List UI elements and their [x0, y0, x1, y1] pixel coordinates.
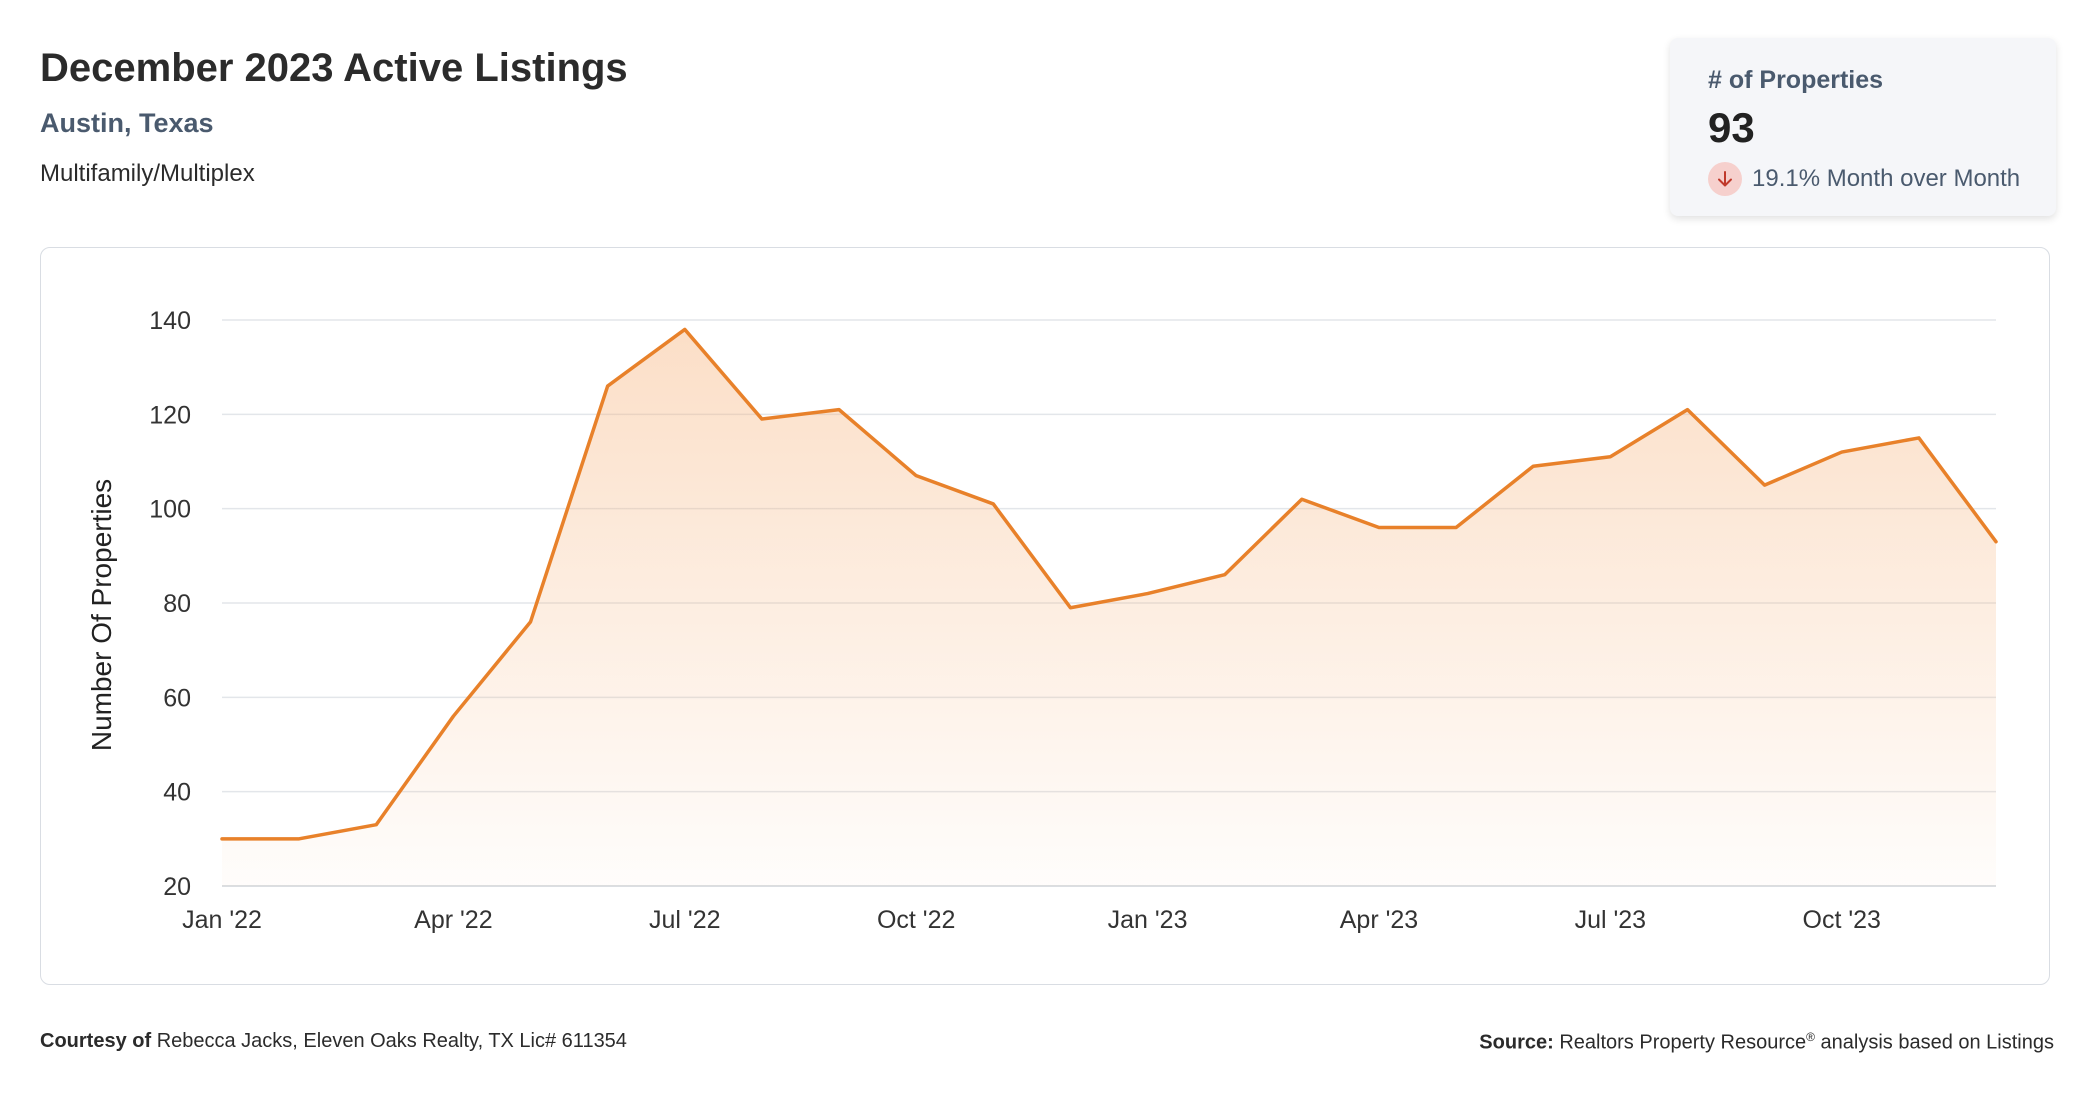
data-point[interactable] [1067, 605, 1073, 611]
data-point[interactable] [836, 407, 842, 413]
kpi-label: # of Properties [1708, 66, 1884, 94]
data-point[interactable] [219, 836, 225, 842]
x-tick-label: Jul '22 [649, 906, 720, 934]
y-axis-label: Number Of Properties [86, 479, 117, 751]
kpi-value: 93 [1708, 104, 1755, 151]
source-text: Realtors Property Resource [1559, 1031, 1807, 1054]
data-point[interactable] [759, 416, 765, 422]
data-point[interactable] [1376, 525, 1382, 531]
data-point[interactable] [682, 326, 688, 332]
data-point[interactable] [528, 619, 534, 625]
x-tick-label: Oct '23 [1803, 906, 1881, 934]
data-point[interactable] [1916, 435, 1922, 441]
x-tick-label: Jul '23 [1575, 906, 1646, 934]
data-point[interactable] [990, 501, 996, 507]
data-point[interactable] [1993, 539, 1999, 545]
x-tick-label: Oct '22 [877, 906, 955, 934]
data-point[interactable] [1762, 482, 1768, 488]
courtesy-label: Courtesy of [40, 1030, 152, 1052]
kpi-change: 19.1% Month over Month [1708, 162, 2020, 196]
x-tick-label: Apr '22 [414, 906, 492, 934]
data-point[interactable] [1684, 407, 1690, 413]
data-point[interactable] [373, 822, 379, 828]
kpi-card: # of Properties 93 19.1% Month over Mont… [1670, 38, 2056, 216]
y-tick-label: 140 [149, 307, 191, 335]
property-type-label: Multifamily/Multiplex [40, 160, 255, 187]
y-tick-label: 120 [149, 401, 191, 429]
kpi-change-text: 19.1% Month over Month [1752, 165, 2021, 192]
data-point[interactable] [1530, 463, 1536, 469]
x-tick-label: Apr '23 [1340, 906, 1418, 934]
data-point[interactable] [1453, 525, 1459, 531]
y-tick-label: 80 [163, 590, 191, 618]
y-tick-label: 40 [163, 779, 191, 807]
source-suffix: analysis based on Listings [1820, 1031, 2054, 1054]
y-tick-label: 100 [149, 496, 191, 524]
courtesy-text: Rebecca Jacks, Eleven Oaks Realty, TX Li… [156, 1030, 627, 1052]
data-point[interactable] [450, 713, 456, 719]
registered-mark: ® [1806, 1030, 1815, 1044]
y-tick-label: 60 [163, 684, 191, 712]
data-point[interactable] [1222, 572, 1228, 578]
y-tick-label: 20 [163, 873, 191, 901]
page-title: December 2023 Active Listings [40, 46, 628, 90]
data-point[interactable] [1145, 591, 1151, 597]
line-chart: 20 40 60 80 100 120 140 Jan '22 Apr '22 Jul '22 O… [86, 307, 1999, 934]
data-point[interactable] [1607, 454, 1613, 460]
data-point[interactable] [605, 383, 611, 389]
data-point[interactable] [296, 836, 302, 842]
series-line [220, 327, 1998, 841]
chart-panel: 20 40 60 80 100 120 140 Jan '22 Apr '22 Jul '22 O… [40, 247, 2050, 985]
series-area [222, 329, 1996, 886]
data-point[interactable] [1839, 449, 1845, 455]
courtesy-footer: Courtesy of Rebecca Jacks, Eleven Oaks R… [40, 1030, 627, 1053]
data-point[interactable] [913, 473, 919, 479]
source-footer: Source: Realtors Property Resource® anal… [1479, 1030, 2054, 1055]
data-point[interactable] [1299, 496, 1305, 502]
location-subtitle: Austin, Texas [40, 108, 214, 138]
source-label: Source: [1479, 1031, 1554, 1054]
x-tick-label: Jan '22 [182, 906, 262, 934]
x-tick-label: Jan '23 [1108, 906, 1188, 934]
arrow-down-icon [1708, 162, 1742, 196]
